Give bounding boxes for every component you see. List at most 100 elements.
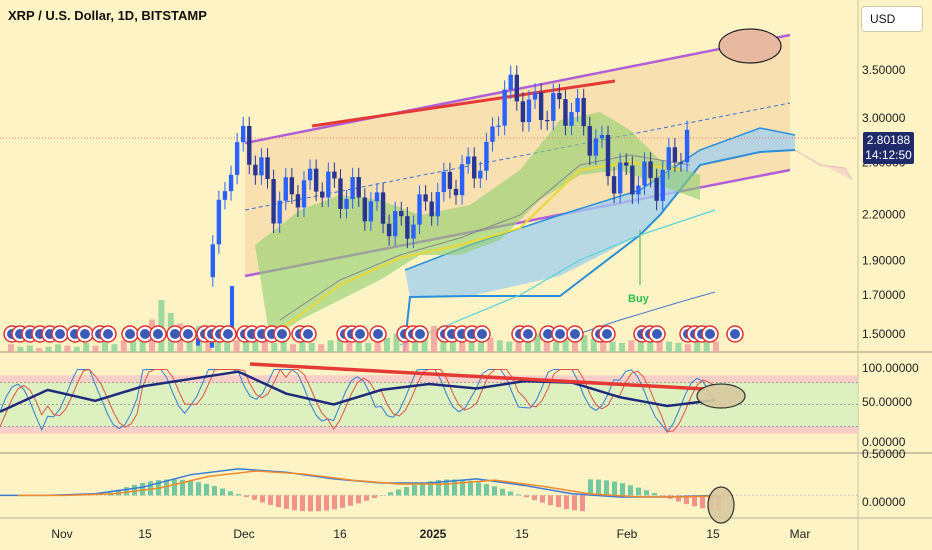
time-tick-label: Nov	[51, 527, 72, 541]
macd-histogram-bar	[628, 485, 633, 496]
volume-bar	[534, 333, 541, 352]
volume-bar	[120, 340, 127, 352]
event-flag-icon-core	[652, 329, 662, 339]
candle-body	[684, 129, 690, 163]
stoch-overbought-zone	[0, 375, 858, 383]
volume-bar	[17, 346, 24, 352]
stoch-trend-line	[249, 362, 706, 391]
event-flag-icon-core	[277, 329, 287, 339]
macd-histogram-bar	[196, 482, 201, 496]
volume-bar	[572, 337, 578, 352]
macd-histogram-bar	[516, 494, 521, 496]
candle-body	[435, 192, 440, 217]
candle-body	[362, 197, 367, 222]
macd-histogram-bar	[348, 495, 353, 506]
volume-bar	[64, 345, 71, 352]
currency-button[interactable]: USD	[861, 6, 923, 32]
macd-histogram-bar	[420, 482, 425, 496]
macd-histogram-bar	[244, 495, 249, 497]
future-cloud	[794, 149, 853, 181]
time-tick-label: 15	[138, 527, 152, 541]
ma-cyan	[399, 209, 716, 346]
volume-bar	[261, 339, 268, 352]
candle-body	[417, 194, 422, 225]
volume-bar	[619, 342, 625, 352]
macd-histogram-bar	[188, 480, 193, 496]
volume-bar	[628, 340, 635, 352]
candle-body	[380, 192, 386, 224]
macd-histogram-bar	[324, 495, 329, 511]
macd-histogram-bar	[580, 495, 585, 512]
candle-body	[551, 92, 556, 121]
event-flag-icon-core	[477, 329, 487, 339]
candle-body	[599, 134, 605, 139]
candle-body	[228, 174, 234, 192]
macd-tick-label: 0.50000	[862, 447, 906, 461]
volume-bar	[214, 339, 221, 352]
volume-bar	[299, 341, 306, 352]
volume-bar	[130, 336, 137, 352]
macd-histogram-bar	[428, 481, 433, 496]
volume-bar	[600, 340, 607, 352]
macd-histogram-bar	[484, 484, 489, 496]
volume-bar	[684, 344, 691, 352]
volume-bar	[590, 339, 597, 352]
volume-bar	[694, 340, 701, 352]
volume-bar	[703, 339, 710, 352]
volume-bar	[675, 342, 682, 352]
stoch-tick-label: 100.00000	[862, 361, 919, 375]
volume-bar	[271, 342, 278, 352]
macd-ellipse	[707, 486, 735, 524]
candle-body	[465, 156, 471, 165]
price-tick-label: 2.20000	[862, 208, 906, 222]
volume-bar	[402, 339, 409, 352]
macd-histogram-bar	[468, 480, 473, 496]
volume-bar	[26, 345, 33, 352]
volume-bar	[468, 340, 475, 352]
candle-body	[386, 223, 392, 237]
price-tick-label: 3.00000	[862, 111, 906, 125]
candle-body	[295, 194, 301, 208]
volume-bar	[83, 342, 90, 352]
time-tick-label: Mar	[790, 527, 811, 541]
macd-histogram-bar	[260, 495, 265, 503]
candle-body	[605, 134, 611, 177]
macd-histogram-bar	[164, 479, 169, 496]
candle-body	[253, 164, 258, 176]
macd-histogram-bar	[372, 495, 377, 498]
event-flag-icon-core	[523, 329, 533, 339]
candle-body	[368, 201, 374, 222]
volume-bar	[440, 335, 447, 352]
volume-bar	[515, 339, 522, 352]
candle-body	[660, 169, 665, 201]
candle-body	[230, 285, 234, 340]
candle-body	[484, 141, 489, 171]
candle-body	[617, 162, 623, 194]
volume-bar	[290, 344, 296, 352]
event-flag-icon-core	[415, 329, 425, 339]
time-tick-label: 16	[333, 527, 347, 541]
buy-signal-label: Buy	[628, 293, 650, 305]
stoch-ellipse	[696, 383, 746, 409]
macd-histogram-bar	[276, 495, 281, 508]
candle-body	[405, 216, 410, 239]
volume-bar	[346, 341, 353, 352]
volume-bar	[308, 342, 315, 352]
candle-body	[563, 99, 568, 126]
macd-histogram-bar	[148, 481, 153, 496]
macd-histogram-bar	[476, 482, 481, 496]
macd-histogram-bar	[460, 479, 465, 496]
volume-bar	[45, 346, 52, 352]
event-flag-icon-core	[373, 329, 383, 339]
macd-histogram-bar	[388, 492, 393, 496]
macd-histogram-bar	[644, 490, 649, 496]
candle-body	[526, 99, 532, 123]
candle-body	[307, 168, 313, 181]
macd-histogram-bar	[692, 495, 697, 507]
volume-bar	[553, 341, 560, 352]
candle-body	[532, 92, 538, 100]
candle-body	[611, 176, 617, 194]
macd-histogram-bar	[140, 482, 145, 496]
